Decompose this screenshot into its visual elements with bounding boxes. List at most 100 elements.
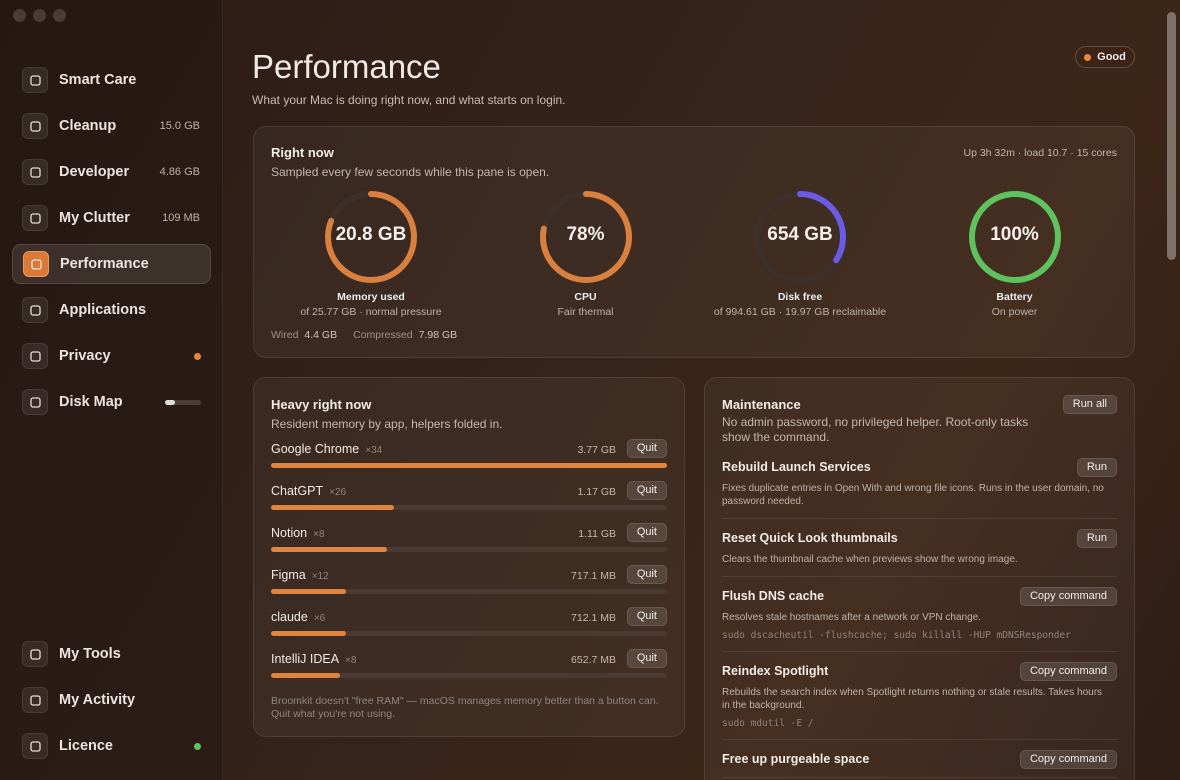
sidebar-icon [23, 251, 49, 277]
task-title: Reset Quick Look thumbnails [722, 531, 898, 545]
app-memory: 717.1 MB [571, 570, 616, 582]
task: Flush DNS cache Copy command Resolves stal… [722, 577, 1117, 652]
heavy-card: Heavy right now Resident memory by app, h… [253, 377, 685, 737]
app-count: ×12 [311, 571, 329, 582]
app-name: IntelliJ IDEA ×8 [271, 652, 357, 666]
sidebar-item[interactable]: My Activity [12, 680, 211, 720]
card-subtitle: No admin password, no privileged helper.… [722, 415, 1029, 444]
quit-button[interactable]: Quit [626, 439, 667, 458]
task: Reindex Spotlight Copy command Rebuilds th… [722, 652, 1117, 740]
sidebar-item[interactable]: Performance [12, 244, 211, 284]
sidebar-item[interactable]: My Clutter 109 MB [12, 198, 211, 238]
sidebar-icon [22, 733, 48, 759]
icon-glyph [30, 258, 42, 270]
stat-value: 4.4 GB [304, 329, 338, 341]
traffic-light[interactable] [13, 9, 26, 22]
sidebar-item[interactable]: Cleanup 15.0 GB [12, 106, 211, 146]
task-button[interactable]: Run [1076, 529, 1117, 548]
app-row: claude ×6 712.1 MB Quit [271, 607, 667, 649]
gauge-detail: of 25.77 GB · normal pressure [300, 306, 442, 318]
sidebar: Smart Care Cleanup 15.0 GB Developer 4.86 GB… [0, 0, 223, 780]
icon-glyph [29, 212, 41, 224]
sidebar-icon [22, 687, 48, 713]
gauge-ring [754, 191, 846, 283]
run-all-button[interactable]: Run all [1062, 395, 1117, 414]
icon-shape [29, 212, 41, 224]
icon-shape [29, 74, 41, 86]
gauge-value: 78% [566, 224, 605, 245]
quit-button[interactable]: Quit [626, 649, 667, 668]
sidebar-icon [22, 343, 48, 369]
sidebar-item[interactable]: Smart Care [12, 60, 211, 100]
task-description: Resolves stale hostnames after a network… [722, 612, 982, 623]
sidebar-label: My Activity [59, 692, 136, 708]
app-name: claude ×6 [271, 610, 326, 624]
quit-button[interactable]: Quit [626, 481, 667, 500]
memory-bar [271, 589, 347, 594]
task-button[interactable]: Copy command [1019, 750, 1117, 769]
task-description: Fixes duplicate entries in Open With and… [722, 483, 1104, 507]
gauge-detail: Fair thermal [557, 306, 614, 318]
quit-button[interactable]: Quit [626, 565, 667, 584]
task-description: Rebuilds the search index when Spotlight… [722, 687, 1103, 711]
icon-glyph [29, 740, 41, 752]
task-button[interactable]: Copy command [1019, 587, 1117, 606]
gauge-ring [539, 191, 632, 283]
task-command: sudo mdutil -E / [722, 718, 814, 729]
task-title: Rebuild Launch Services [722, 460, 871, 474]
icon-shape [29, 396, 41, 408]
gauge-detail: On power [991, 306, 1038, 318]
sidebar-item[interactable]: Privacy [12, 336, 211, 376]
icon-glyph [29, 120, 41, 132]
quit-button[interactable]: Quit [626, 523, 667, 542]
task-button[interactable]: Run [1076, 458, 1117, 477]
sidebar-item[interactable]: Licence [12, 726, 211, 766]
task: Reset Quick Look thumbnails Run Clears the… [722, 519, 1117, 577]
status-pill[interactable]: Good [1075, 46, 1135, 68]
sidebar-label: My Clutter [59, 210, 130, 226]
sidebar-detail: 4.86 GB [159, 166, 200, 178]
task-command: sudo dscacheutil -flushcache; sudo killa… [722, 630, 1071, 641]
app-row: Notion ×8 1.11 GB Quit [271, 523, 667, 565]
sidebar-icon [22, 67, 48, 93]
sidebar-icon [22, 641, 48, 667]
sidebar-detail: 15.0 GB [159, 120, 200, 132]
disk-progress-fill [165, 399, 175, 405]
gauge: 100% Battery On power [908, 189, 1122, 318]
status-dot [194, 352, 201, 360]
app-name: ChatGPT ×26 [271, 484, 347, 498]
gauge-arc [539, 191, 632, 283]
app-memory: 652.7 MB [571, 654, 616, 666]
sidebar-icon [22, 113, 48, 139]
quit-button[interactable]: Quit [626, 607, 667, 626]
gauge-label: Battery [996, 291, 1033, 303]
sidebar-item[interactable]: Disk Map [12, 382, 211, 422]
icon-shape [29, 350, 41, 362]
card-subtitle: Resident memory by app, helpers folded i… [271, 417, 503, 431]
gauge-ring [325, 191, 417, 283]
scrollbar[interactable] [1167, 12, 1176, 260]
sidebar-item[interactable]: Applications [12, 290, 211, 330]
sidebar-label: Developer [59, 164, 130, 180]
app-row: Google Chrome ×34 3.77 GB Quit [271, 439, 667, 481]
app-count: ×6 [313, 613, 326, 624]
traffic-light[interactable] [33, 9, 46, 22]
task-button[interactable]: Copy command [1019, 662, 1117, 681]
gauge-ring [968, 191, 1061, 283]
sidebar-item[interactable]: My Tools [12, 634, 211, 674]
memory-track [271, 463, 667, 468]
memory-track [271, 547, 667, 552]
gauge: 20.8 GB Memory used of 25.77 GB · normal p… [264, 189, 478, 318]
memory-bar [271, 505, 394, 510]
sidebar-icon [22, 159, 48, 185]
sidebar-item[interactable]: Developer 4.86 GB [12, 152, 211, 192]
icon-shape [29, 648, 41, 660]
task-description: Clears the thumbnail cache when previews… [722, 554, 1018, 565]
app-memory: 1.11 GB [578, 528, 616, 540]
traffic-light[interactable] [53, 9, 66, 22]
task-title: Reindex Spotlight [722, 664, 829, 678]
app-name: Google Chrome ×34 [271, 442, 383, 456]
icon-shape [29, 694, 41, 706]
gauge-value: 654 GB [767, 224, 833, 245]
